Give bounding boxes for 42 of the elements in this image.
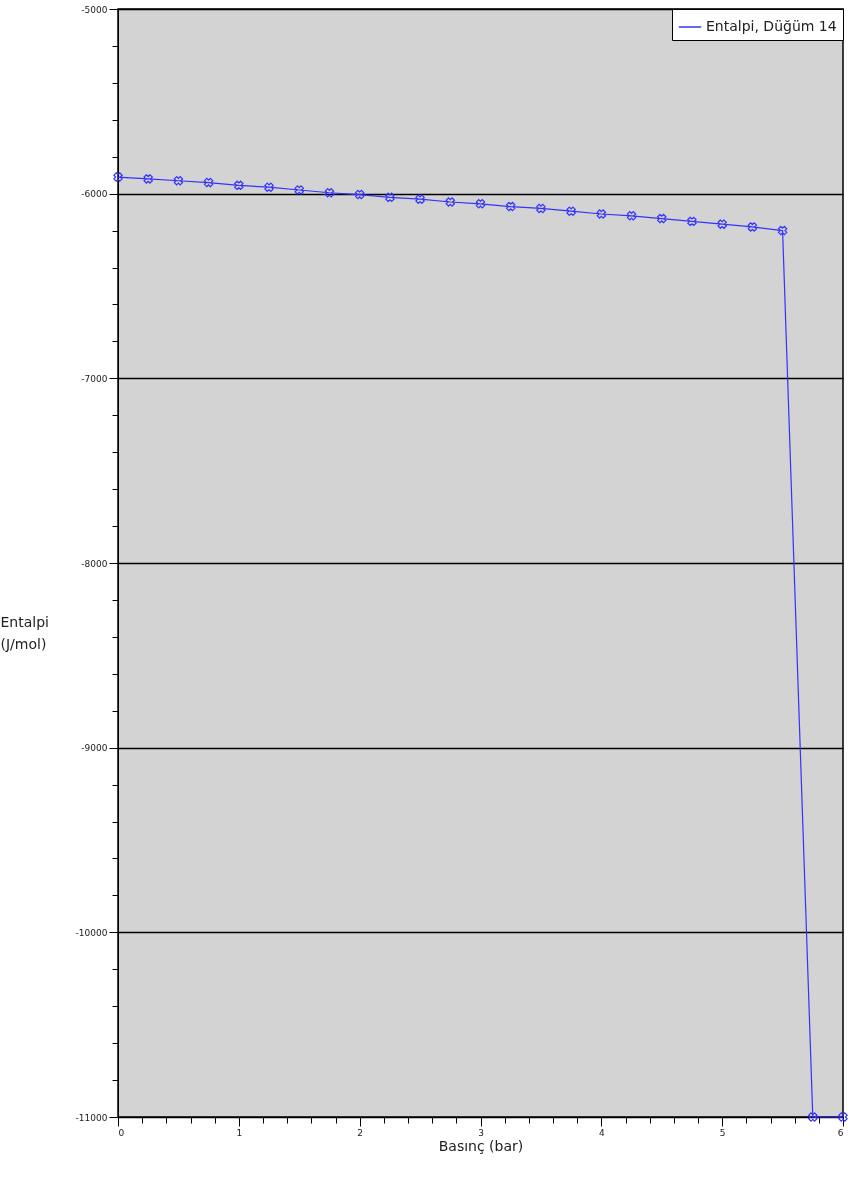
point (324, 188, 335, 198)
point (687, 216, 697, 227)
x-tick-label: 2 (357, 1127, 364, 1138)
point (385, 192, 395, 203)
point (536, 203, 546, 214)
point (717, 219, 727, 229)
legend-label: Entalpi, Düğüm 14 (706, 18, 837, 34)
y-tick-label: -6000 (81, 189, 108, 200)
point (566, 206, 576, 216)
y-tick-label: -10000 (75, 927, 108, 938)
x-axis-title: Basınç (bar) (438, 1137, 524, 1154)
point (808, 1112, 818, 1122)
point (445, 197, 456, 207)
point (475, 199, 486, 209)
x-tick-label: 4 (598, 1127, 605, 1138)
point (777, 225, 788, 236)
x-tick-label: 5 (719, 1127, 726, 1138)
y-tick-label: -8000 (81, 558, 108, 569)
point (113, 172, 123, 182)
point (294, 185, 304, 195)
point (505, 201, 516, 212)
y-axis-title: Entalpi (J/mol) (0, 613, 49, 652)
x-tick-label: 3 (478, 1127, 484, 1138)
y-tick-label: -11000 (75, 1112, 108, 1123)
point (747, 222, 758, 232)
point (234, 180, 244, 191)
point (657, 213, 667, 224)
point (415, 194, 425, 204)
y-tick-label: -7000 (81, 373, 108, 384)
point (626, 211, 637, 221)
y-tick-label: -9000 (81, 743, 108, 754)
y-tick-label: -5000 (81, 4, 108, 15)
x-tick-label: 0 (118, 1127, 125, 1138)
point (838, 1112, 848, 1122)
point (203, 177, 214, 188)
x-tick-label: 6 (837, 1127, 844, 1138)
point (143, 174, 153, 184)
point (596, 209, 607, 219)
x-tick-label: 1 (236, 1127, 243, 1138)
point (354, 189, 365, 200)
point (264, 182, 274, 192)
point (173, 176, 184, 186)
